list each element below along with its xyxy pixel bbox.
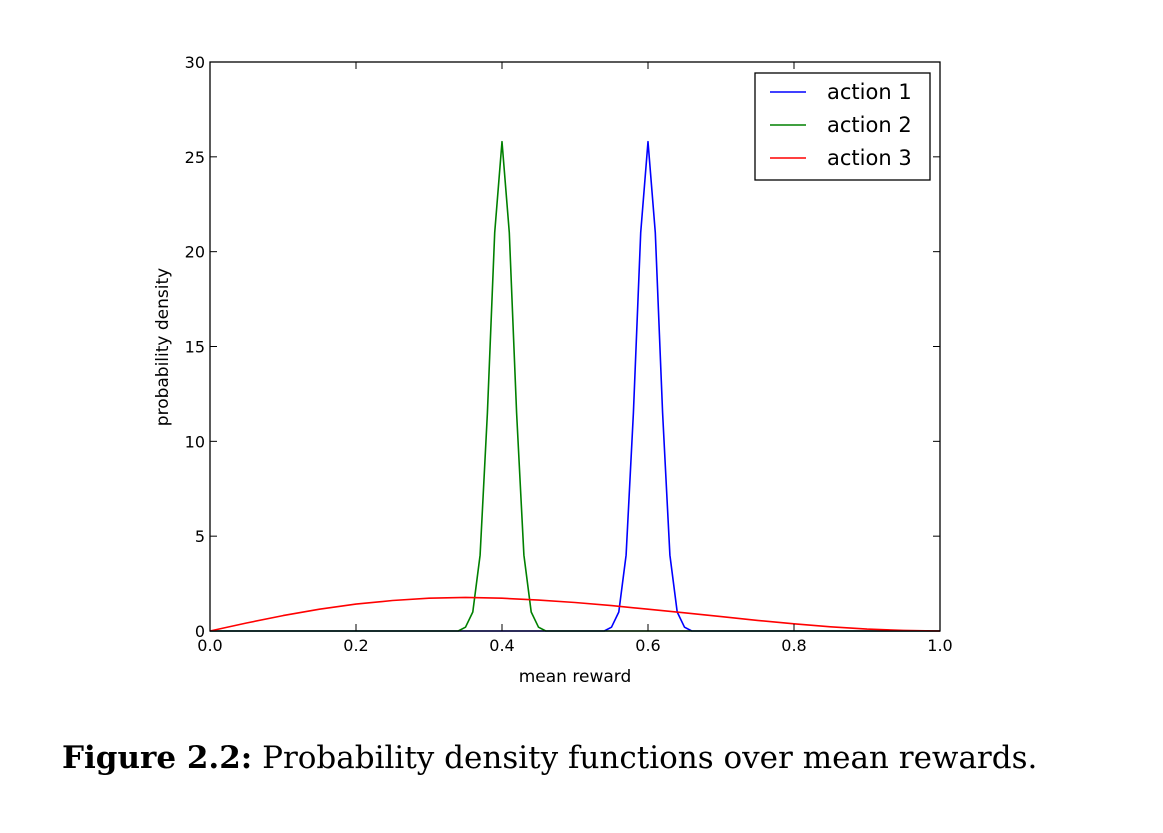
y-tick-label: 25 bbox=[185, 148, 205, 167]
x-tick-label: 0.6 bbox=[635, 636, 660, 655]
y-tick-label: 15 bbox=[185, 338, 205, 357]
series-layer bbox=[209, 140, 941, 632]
caption-text: Probability density functions over mean … bbox=[262, 740, 1038, 776]
legend-box bbox=[754, 72, 931, 181]
ticks-layer bbox=[209, 61, 941, 632]
x-tick-label: 1.0 bbox=[927, 636, 952, 655]
y-tick-label: 30 bbox=[185, 53, 205, 72]
y-axis-label: probability density bbox=[153, 268, 173, 426]
caption-label: Figure 2.2: bbox=[62, 740, 253, 776]
y-tick-label: 0 bbox=[195, 622, 205, 641]
x-tick-label: 0.8 bbox=[781, 636, 806, 655]
y-tick-labels: 0 5 10 15 20 25 30 bbox=[185, 53, 205, 641]
x-axis-label: mean reward bbox=[519, 667, 632, 687]
series-line-3 bbox=[209, 596, 941, 632]
y-tick-label: 5 bbox=[195, 527, 205, 546]
y-tick-label: 10 bbox=[185, 432, 205, 451]
legend-label-2: action 2 bbox=[827, 113, 912, 137]
x-tick-labels: 0.0 0.2 0.4 0.6 0.8 1.0 bbox=[197, 636, 952, 655]
series-line-1 bbox=[210, 140, 940, 632]
x-tick-label: 0.2 bbox=[343, 636, 368, 655]
legend: action 1 action 2 action 3 bbox=[754, 72, 931, 181]
legend-label-3: action 3 bbox=[827, 146, 912, 170]
figure-caption: Figure 2.2: Probability density function… bbox=[62, 740, 1142, 776]
series-line-2 bbox=[210, 140, 940, 632]
legend-label-1: action 1 bbox=[827, 80, 912, 104]
chart: 0.0 0.2 0.4 0.6 0.8 1.0 0 5 10 15 20 25 30 mean rew… bbox=[153, 53, 953, 687]
y-tick-label: 20 bbox=[185, 243, 205, 262]
x-tick-label: 0.4 bbox=[489, 636, 514, 655]
x-tick-label: 0.0 bbox=[197, 636, 222, 655]
